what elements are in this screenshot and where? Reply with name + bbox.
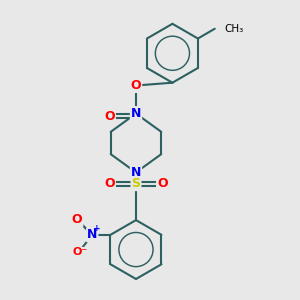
Text: N: N <box>131 107 141 120</box>
Text: O: O <box>72 213 83 226</box>
Text: O⁻: O⁻ <box>73 248 88 257</box>
Text: O: O <box>104 177 115 190</box>
Text: +: + <box>94 224 101 233</box>
Text: CH₃: CH₃ <box>225 24 244 34</box>
Text: S: S <box>131 177 140 190</box>
Text: O: O <box>104 110 115 123</box>
Text: N: N <box>131 166 141 179</box>
Text: O: O <box>131 79 141 92</box>
Text: O: O <box>157 177 168 190</box>
Text: N: N <box>87 228 98 241</box>
